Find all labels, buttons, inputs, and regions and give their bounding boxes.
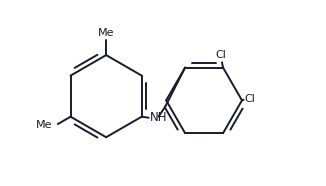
Text: NH: NH — [150, 111, 167, 124]
Text: Me: Me — [36, 120, 52, 130]
Text: Me: Me — [98, 28, 114, 38]
Text: Cl: Cl — [215, 49, 226, 60]
Text: Cl: Cl — [244, 94, 255, 104]
